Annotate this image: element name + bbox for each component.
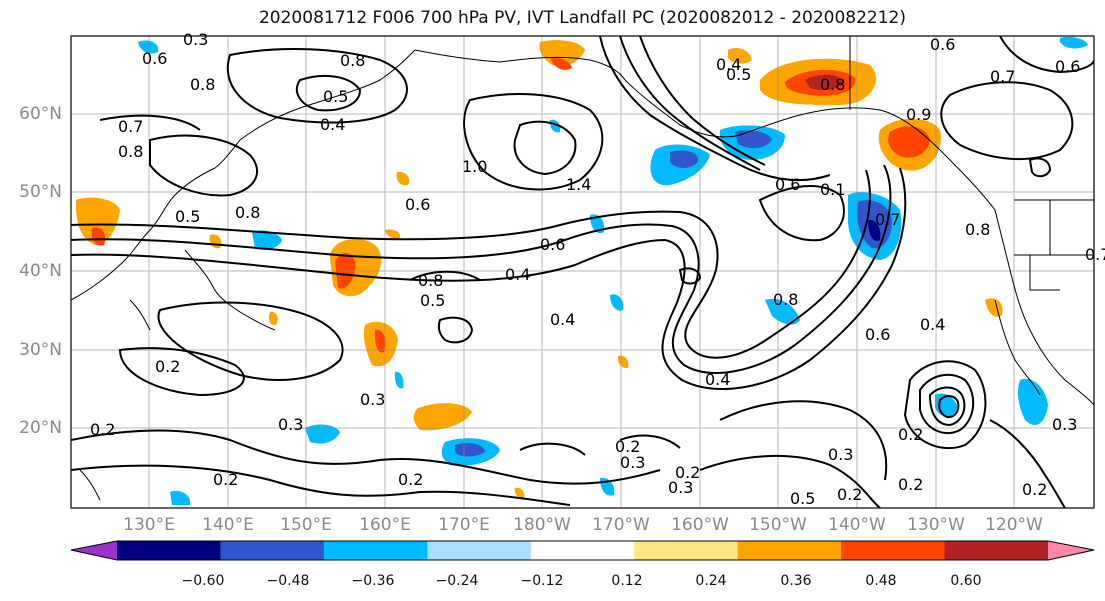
- contour-label: 0.3: [183, 30, 208, 49]
- colorbar-cell: [427, 541, 532, 560]
- contour-label: 0.2: [1022, 480, 1047, 499]
- lon-label: 140°W: [828, 515, 886, 535]
- contour-label: 0.4: [705, 370, 730, 389]
- contour-label: 0.5: [790, 489, 815, 508]
- contour-label: 0.8: [235, 203, 260, 222]
- colorbar-tick: −0.36: [351, 573, 395, 589]
- contour-label: 0.2: [675, 463, 700, 482]
- contour-label: 0.7: [875, 210, 900, 229]
- lon-label: 130°E: [123, 515, 175, 535]
- contour-label: 0.3: [1052, 415, 1077, 434]
- contour-label: 0.6: [540, 235, 565, 254]
- contour-label: 0.3: [828, 445, 853, 464]
- contour-label: 0.6: [775, 175, 800, 194]
- colorbar-cell: [737, 541, 842, 560]
- lat-label-50n: 50°N: [19, 182, 62, 202]
- colorbar-tick: 0.48: [865, 573, 897, 589]
- colorbar-tick: 0.24: [695, 573, 727, 589]
- colorbar-cell: [841, 541, 946, 560]
- contour-label: 0.2: [90, 420, 115, 439]
- lon-label: 160°E: [359, 515, 411, 535]
- pv-contours: [71, 36, 1094, 508]
- contour-label: 0.4: [920, 315, 945, 334]
- colorbar-outline: [70, 540, 1095, 561]
- lon-label: 150°E: [280, 515, 332, 535]
- contour-label: 0.8: [418, 271, 443, 290]
- colorbar-cell: [634, 541, 739, 560]
- lon-label: 170°W: [592, 515, 650, 535]
- contour-label: 0.6: [930, 35, 955, 54]
- colorbar-cell: [220, 541, 325, 560]
- contour-label: 0.2: [615, 437, 640, 456]
- contour-label: 0.8: [820, 75, 845, 94]
- contour-label: 0.7: [990, 67, 1015, 86]
- lon-label: 150°W: [749, 515, 807, 535]
- contour-label: 0.5: [420, 291, 445, 310]
- lon-label: 180°W: [513, 515, 571, 535]
- contour-label: 0.3: [668, 478, 693, 497]
- contour-label: 0.9: [906, 105, 931, 124]
- contour-label: 0.4: [716, 55, 741, 74]
- lon-label: 170°E: [438, 515, 490, 535]
- contour-label: 0.1: [820, 180, 845, 199]
- lon-label: 130°W: [907, 515, 965, 535]
- colorbar-extend-high: [1048, 541, 1094, 560]
- lat-label-30n: 30°N: [19, 340, 62, 360]
- contour-labels: 0.3 0.6 0.8 0.8 0.6 0.7 0.5 0.4 0.7 0.8 …: [90, 30, 1105, 508]
- contour-label: 1.0: [462, 157, 487, 176]
- contour-label: 0.8: [773, 290, 798, 309]
- contour-label: 0.3: [620, 453, 645, 472]
- contour-label: 0.5: [175, 207, 200, 226]
- contour-label: 0.2: [898, 475, 923, 494]
- contour-label: 0.8: [190, 75, 215, 94]
- contour-label: 0.8: [965, 220, 990, 239]
- contour-label: 0.6: [1055, 57, 1080, 76]
- contour-label: 0.3: [278, 415, 303, 434]
- contour-label: 0.2: [898, 425, 923, 444]
- colorbar-tick: 0.36: [780, 573, 812, 589]
- lon-label: 120°W: [985, 515, 1043, 535]
- contour-label: 0.7: [118, 117, 143, 136]
- colorbar-tick: 0.12: [611, 573, 643, 589]
- contour-label: 0.2: [155, 357, 180, 376]
- map-title: 2020081712 F006 700 hPa PV, IVT Landfall…: [258, 8, 906, 28]
- contour-label: 0.8: [340, 51, 365, 70]
- colorbar-tick: 0.60: [950, 573, 982, 589]
- contour-label: 0.5: [323, 87, 348, 106]
- contour-label: 0.7: [1085, 245, 1105, 264]
- colorbar-tick: −0.48: [266, 573, 310, 589]
- contour-label: 0.8: [118, 142, 143, 161]
- contour-label: 1.4: [566, 175, 591, 194]
- contour-label: 0.5: [726, 65, 751, 84]
- coastlines: [71, 36, 1094, 501]
- colorbar-tick: −0.60: [181, 573, 225, 589]
- contour-label: 0.6: [865, 325, 890, 344]
- contour-label: 0.6: [142, 49, 167, 68]
- contour-label: 0.2: [837, 485, 862, 504]
- colorbar-extend-low: [71, 541, 117, 560]
- contour-label: 0.4: [505, 265, 530, 284]
- contour-label: 0.2: [398, 470, 423, 489]
- colorbar-cell: [323, 541, 428, 560]
- colorbar-tick: −0.12: [520, 573, 564, 589]
- colorbar-cell: [944, 541, 1049, 560]
- colorbar-cell: [117, 541, 221, 560]
- lat-label-20n: 20°N: [19, 418, 62, 438]
- contour-label: 0.3: [360, 390, 385, 409]
- colorbar-cell: [530, 541, 635, 560]
- lon-label: 160°W: [671, 515, 729, 535]
- contour-label: 0.2: [213, 470, 238, 489]
- lon-label: 140°E: [202, 515, 254, 535]
- contour-label: 0.6: [405, 195, 430, 214]
- contour-label: 0.4: [320, 115, 345, 134]
- lat-label-40n: 40°N: [19, 261, 62, 281]
- contour-label: 0.4: [550, 310, 575, 329]
- map-frame: [70, 35, 1095, 509]
- colorbar-tick: −0.24: [435, 573, 479, 589]
- lat-label-60n: 60°N: [19, 104, 62, 124]
